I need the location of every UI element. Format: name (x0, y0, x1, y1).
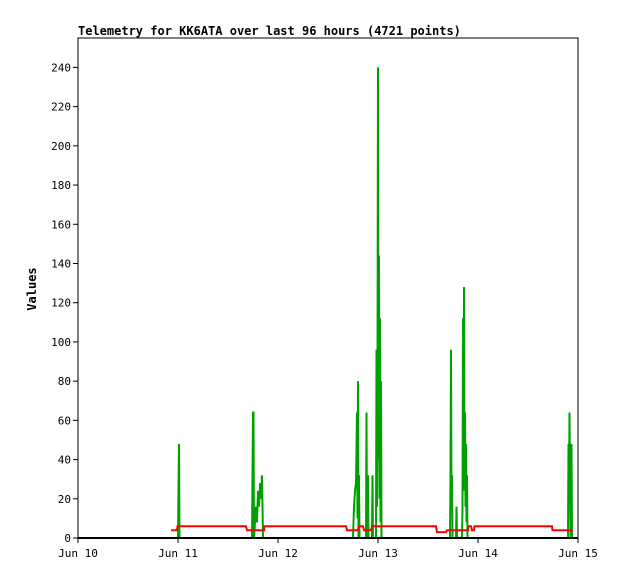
y-tick-label: 200 (51, 140, 71, 153)
x-tick-label: Jun 10 (58, 547, 98, 560)
y-tick-label: 60 (58, 414, 71, 427)
y-tick-label: 160 (51, 218, 71, 231)
y-tick-label: 140 (51, 257, 71, 270)
y-tick-label: 120 (51, 297, 71, 310)
x-tick-label: Jun 11 (158, 547, 198, 560)
plot-frame (77, 37, 579, 539)
y-axis: 0 20 40 60 80 100 120 140 160 180 200 220 240 (51, 61, 78, 545)
x-axis: Jun 10 Jun 11 Jun 12 Jun 13 Jun 14 Jun 15 (58, 538, 598, 560)
x-tick-label: Jun 13 (358, 547, 398, 560)
series-layer (78, 67, 578, 539)
y-tick-label: 20 (58, 493, 71, 506)
chart-title: Telemetry for KK6ATA over last 96 hours … (78, 24, 461, 38)
y-tick-label: 80 (58, 375, 71, 388)
y-tick-label: 0 (64, 532, 71, 545)
x-tick-label: Jun 14 (458, 547, 498, 560)
y-tick-label: 40 (58, 454, 71, 467)
y-tick-label: 240 (51, 61, 71, 74)
x-tick-label: Jun 12 (258, 547, 298, 560)
series-line-1 (171, 525, 573, 534)
y-tick-label: 100 (51, 336, 71, 349)
y-tick-label: 220 (51, 101, 71, 114)
series-line-0 (171, 67, 573, 539)
y-axis-label: Values (25, 267, 39, 310)
y-tick-label: 180 (51, 179, 71, 192)
x-tick-label: Jun 15 (558, 547, 598, 560)
